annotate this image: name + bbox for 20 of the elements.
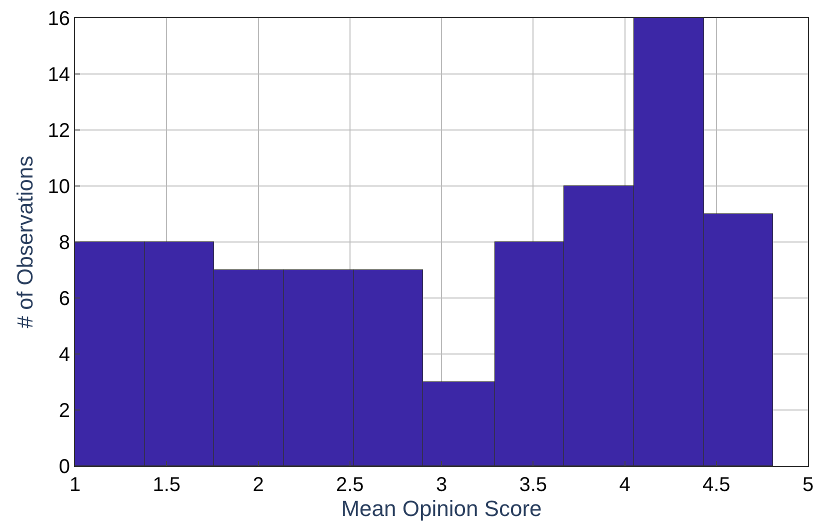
x-tick-label: 5 bbox=[802, 474, 814, 496]
y-tick-label: 16 bbox=[48, 8, 70, 30]
x-tick-label: 2 bbox=[252, 474, 264, 496]
y-tick-label: 10 bbox=[48, 176, 70, 198]
x-tick-label: 3.5 bbox=[519, 474, 548, 496]
y-axis-title: # of Observations bbox=[12, 156, 38, 328]
x-tick-label: 3 bbox=[436, 474, 448, 496]
x-tick-label: 4.5 bbox=[702, 474, 730, 496]
y-tick-label: 14 bbox=[48, 64, 70, 86]
x-tick-label: 2.5 bbox=[336, 474, 364, 496]
y-tick-label: 0 bbox=[58, 456, 70, 478]
x-tick-label: 4 bbox=[619, 474, 630, 496]
y-tick-label: 12 bbox=[48, 120, 70, 142]
y-tick-label: 4 bbox=[58, 344, 70, 366]
y-tick-label: 6 bbox=[58, 288, 70, 310]
x-tick-label: 1.5 bbox=[152, 474, 181, 496]
x-tick-label: 1 bbox=[69, 474, 81, 496]
x-axis-title: Mean Opinion Score bbox=[341, 496, 542, 521]
y-tick-label: 8 bbox=[58, 232, 70, 254]
y-tick-label: 2 bbox=[58, 400, 70, 422]
